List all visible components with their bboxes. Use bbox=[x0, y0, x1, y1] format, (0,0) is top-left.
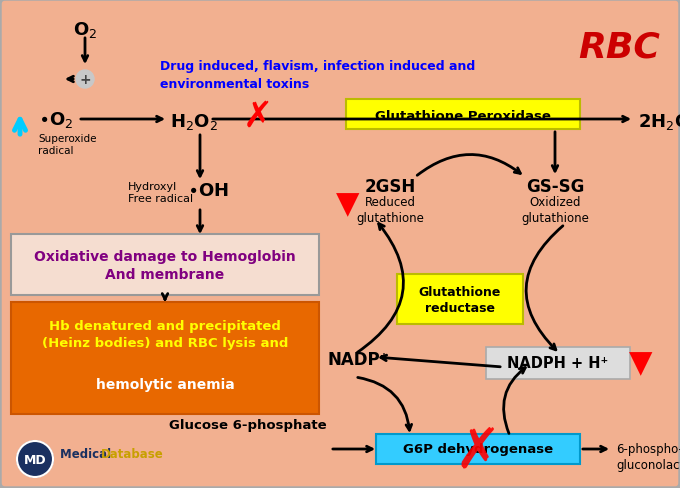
Text: $\bullet$OH: $\bullet$OH bbox=[187, 182, 229, 200]
Text: Glucose 6-phosphate: Glucose 6-phosphate bbox=[169, 418, 327, 430]
FancyBboxPatch shape bbox=[486, 347, 630, 379]
Circle shape bbox=[76, 71, 94, 89]
Text: Hydroxyl
Free radical: Hydroxyl Free radical bbox=[128, 182, 193, 204]
Text: Glutathione
reductase: Glutathione reductase bbox=[419, 285, 501, 314]
Text: 2GSH: 2GSH bbox=[364, 178, 415, 196]
Text: Medical: Medical bbox=[60, 447, 115, 461]
Text: Glutathione Peroxidase: Glutathione Peroxidase bbox=[375, 109, 551, 122]
Text: Reduced
glutathione: Reduced glutathione bbox=[356, 196, 424, 224]
FancyBboxPatch shape bbox=[397, 274, 523, 325]
Text: hemolytic anemia: hemolytic anemia bbox=[96, 377, 235, 391]
Text: Hb denatured and precipitated
(Heinz bodies) and RBC lysis and: Hb denatured and precipitated (Heinz bod… bbox=[41, 319, 288, 349]
FancyBboxPatch shape bbox=[346, 100, 580, 130]
FancyBboxPatch shape bbox=[376, 434, 580, 464]
Text: GS-SG: GS-SG bbox=[526, 178, 584, 196]
Text: 6-phospho-
gluconolactone: 6-phospho- gluconolactone bbox=[616, 442, 680, 471]
Circle shape bbox=[17, 441, 53, 477]
Text: RBC: RBC bbox=[578, 30, 660, 64]
Text: G6P dehydrogenase: G6P dehydrogenase bbox=[403, 443, 553, 456]
Text: ✗: ✗ bbox=[243, 100, 273, 134]
Text: ✗: ✗ bbox=[455, 424, 501, 478]
Text: Oxidative damage to Hemoglobin
And membrane: Oxidative damage to Hemoglobin And membr… bbox=[34, 249, 296, 282]
Text: Database: Database bbox=[101, 447, 164, 461]
Text: Oxidized
glutathione: Oxidized glutathione bbox=[521, 196, 589, 224]
FancyBboxPatch shape bbox=[11, 235, 319, 295]
Text: NADP⁺: NADP⁺ bbox=[327, 350, 389, 368]
Text: ▼: ▼ bbox=[336, 190, 360, 219]
Text: Superoxide
radical: Superoxide radical bbox=[38, 134, 97, 156]
Text: H$_2$O$_2$: H$_2$O$_2$ bbox=[170, 112, 218, 132]
Text: $\bullet$O$_2$: $\bullet$O$_2$ bbox=[38, 110, 73, 130]
Text: 2H$_2$O: 2H$_2$O bbox=[638, 112, 680, 132]
Text: +: + bbox=[79, 73, 91, 87]
Text: NADPH + H⁺: NADPH + H⁺ bbox=[507, 356, 609, 371]
FancyBboxPatch shape bbox=[11, 303, 319, 414]
Text: MD: MD bbox=[24, 452, 46, 466]
Text: O$_2$: O$_2$ bbox=[73, 20, 97, 40]
Text: ▼: ▼ bbox=[629, 349, 653, 378]
Text: Drug induced, flavism, infection induced and
environmental toxins: Drug induced, flavism, infection induced… bbox=[160, 60, 475, 90]
